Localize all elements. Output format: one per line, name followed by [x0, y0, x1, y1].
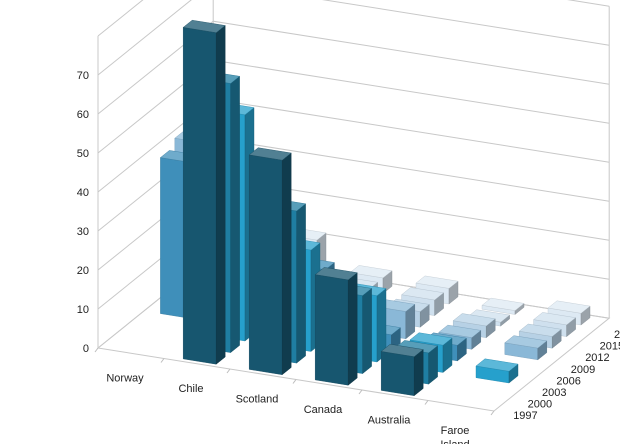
y-tick-label: 30: [77, 226, 89, 238]
category-label: Scotland: [236, 393, 279, 405]
bar-top-face: [547, 300, 591, 314]
category-label: Canada: [304, 404, 343, 416]
y-tick-label: 70: [77, 70, 89, 82]
bar-top-face: [401, 287, 445, 301]
series-label: 2000: [528, 399, 552, 411]
gridline: [97, 20, 610, 115]
bar: [475, 358, 519, 384]
series-label: 2006: [556, 375, 580, 387]
bar-side-face: [414, 349, 424, 397]
bar: [380, 343, 424, 397]
x-tick: [292, 379, 297, 384]
category-labels: Norway Chile Scotland Canada Australia FaroeI…: [106, 372, 469, 444]
bar-front-face: [315, 274, 349, 386]
bar-side-face: [215, 25, 226, 365]
y-tick-label: 60: [77, 109, 89, 121]
x-tick: [424, 400, 429, 405]
series-label: 2003: [542, 387, 566, 399]
bar-top-face: [248, 147, 292, 161]
series-label: 1997: [513, 410, 537, 422]
bar: [481, 297, 525, 315]
bar-side-face: [230, 75, 240, 354]
y-axis-ticks: 0 10 20 30 40 50 60 70: [77, 70, 89, 355]
bar-front-face: [381, 351, 415, 396]
bar-front-face: [182, 27, 217, 365]
bar-top-face: [380, 343, 424, 357]
bar-top-face: [409, 332, 453, 346]
bar-top-face: [475, 358, 519, 372]
x-tick: [160, 358, 165, 363]
bar-side-face: [282, 152, 292, 376]
bar: [314, 267, 358, 386]
series-label: 2012: [585, 352, 609, 364]
y-tick-label: 40: [77, 187, 89, 199]
series-label: 2009: [571, 364, 595, 376]
bar-top-face: [438, 324, 482, 338]
category-label: FaroeIsland: [440, 425, 469, 444]
x-tick: [94, 347, 99, 353]
category-label: Chile: [178, 383, 203, 395]
bar-side-face: [348, 272, 358, 386]
bar-top-face: [182, 19, 226, 33]
x-tick: [226, 368, 231, 374]
y-tick-label: 10: [77, 304, 89, 316]
y-tick-label: 50: [77, 148, 89, 160]
bar-front-face: [248, 154, 283, 375]
y-tick-label: 0: [83, 343, 89, 355]
gridline: [97, 0, 610, 76]
y-tick-label: 20: [77, 265, 89, 277]
bars: [159, 19, 591, 397]
bar-top-face: [349, 265, 393, 279]
series-label: 2015E: [600, 341, 620, 353]
bar-top-face: [504, 335, 548, 349]
category-label: Norway: [106, 372, 144, 384]
bar-top-face: [518, 323, 562, 337]
x-tick: [490, 410, 495, 416]
bar-top-face: [314, 267, 358, 281]
bar: [182, 19, 226, 365]
bar: [504, 335, 548, 361]
bar-top-face: [481, 297, 525, 311]
series-label: 2016E: [614, 329, 620, 341]
series-labels: 1997200020032006200920122015E2016E: [513, 329, 620, 422]
bar-top-face: [452, 313, 496, 327]
bar-top-face: [415, 275, 459, 289]
gridline: [97, 0, 610, 37]
bar-side-face: [362, 287, 372, 375]
x-tick: [358, 389, 363, 395]
bar-side-face: [296, 203, 306, 364]
bar: [248, 147, 292, 376]
bar-top-face: [533, 312, 577, 326]
category-label: Australia: [368, 414, 412, 426]
